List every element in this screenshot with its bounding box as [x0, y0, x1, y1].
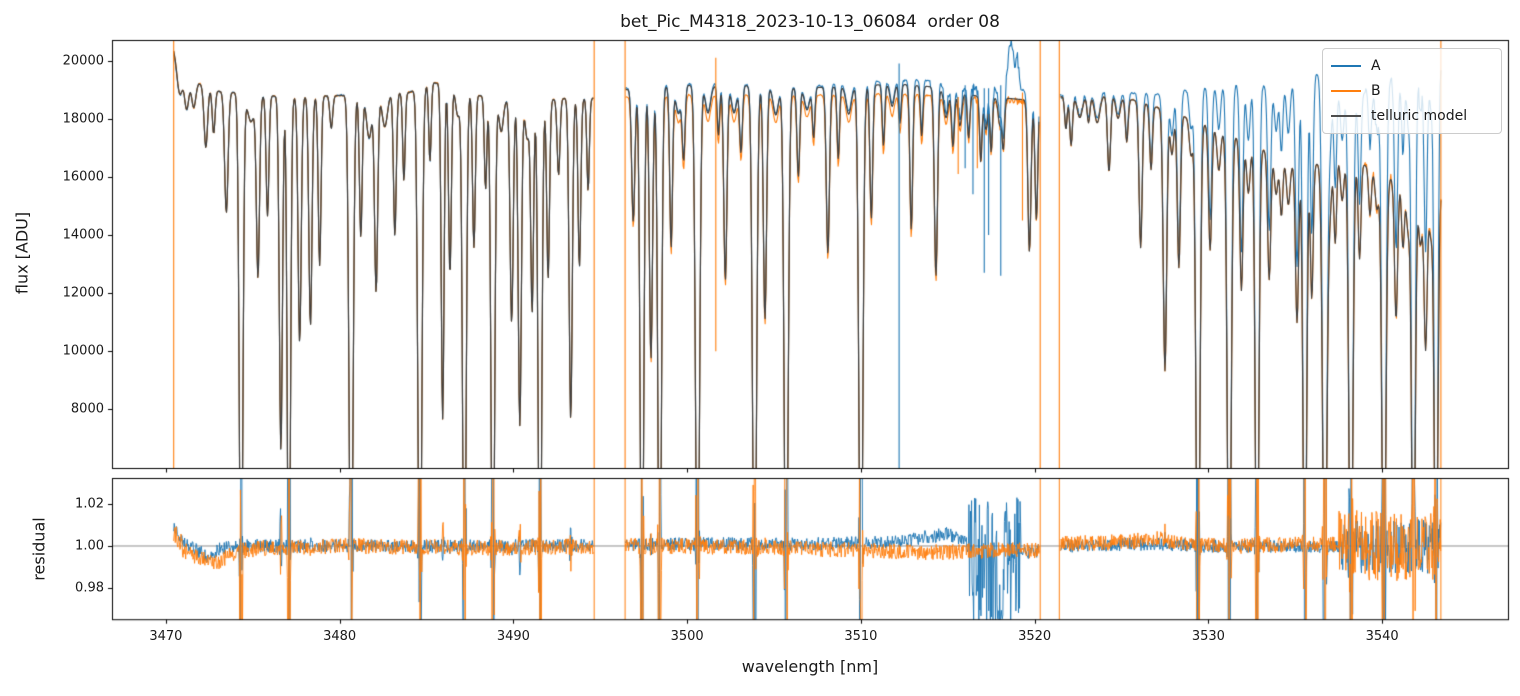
flux-y-tick-label: 14000 — [62, 227, 104, 243]
legend-entry-telluric-model: telluric model — [1331, 104, 1493, 128]
x-tick-label: 3490 — [496, 629, 530, 644]
legend-line-sample-a — [1331, 64, 1361, 67]
x-tick-label: 3540 — [1365, 629, 1399, 644]
legend: A B telluric model — [1322, 48, 1502, 134]
residual-y-tick-label: 0.98 — [75, 580, 104, 595]
flux-y-tick-label: 16000 — [62, 169, 104, 185]
page-title: bet_Pic_M4318_2023-10-13_06084 order 08 — [620, 12, 1000, 32]
x-axis-label: wavelength [nm] — [741, 657, 879, 676]
x-tick-label: 3470 — [149, 629, 183, 644]
flux-y-tick-label: 18000 — [62, 111, 104, 127]
legend-entry-a: A — [1331, 54, 1493, 78]
residual-y-tick-label: 1.02 — [75, 496, 104, 512]
flux-y-tick-label: 20000 — [62, 53, 104, 69]
x-tick-label: 3530 — [1191, 629, 1225, 644]
residual-y-tick-label: 1.00 — [75, 538, 104, 554]
flux-y-tick-label: 10000 — [62, 343, 104, 359]
x-tick-label: 3510 — [844, 629, 878, 644]
legend-line-sample-b — [1331, 89, 1361, 92]
legend-label-telluric: telluric model — [1371, 108, 1468, 125]
legend-line-sample-telluric — [1331, 115, 1361, 118]
x-tick-label: 3520 — [1018, 629, 1052, 644]
flux-y-tick-label: 8000 — [70, 401, 104, 417]
x-tick-label: 3500 — [670, 629, 704, 644]
flux-y-tick-label: 12000 — [62, 285, 104, 301]
flux-axis-label: flux [ADU] — [12, 211, 32, 295]
legend-label-b: B — [1371, 82, 1381, 99]
x-tick-label: 3480 — [323, 629, 357, 644]
legend-label-a: A — [1371, 57, 1381, 74]
legend-entry-b: B — [1331, 79, 1493, 103]
